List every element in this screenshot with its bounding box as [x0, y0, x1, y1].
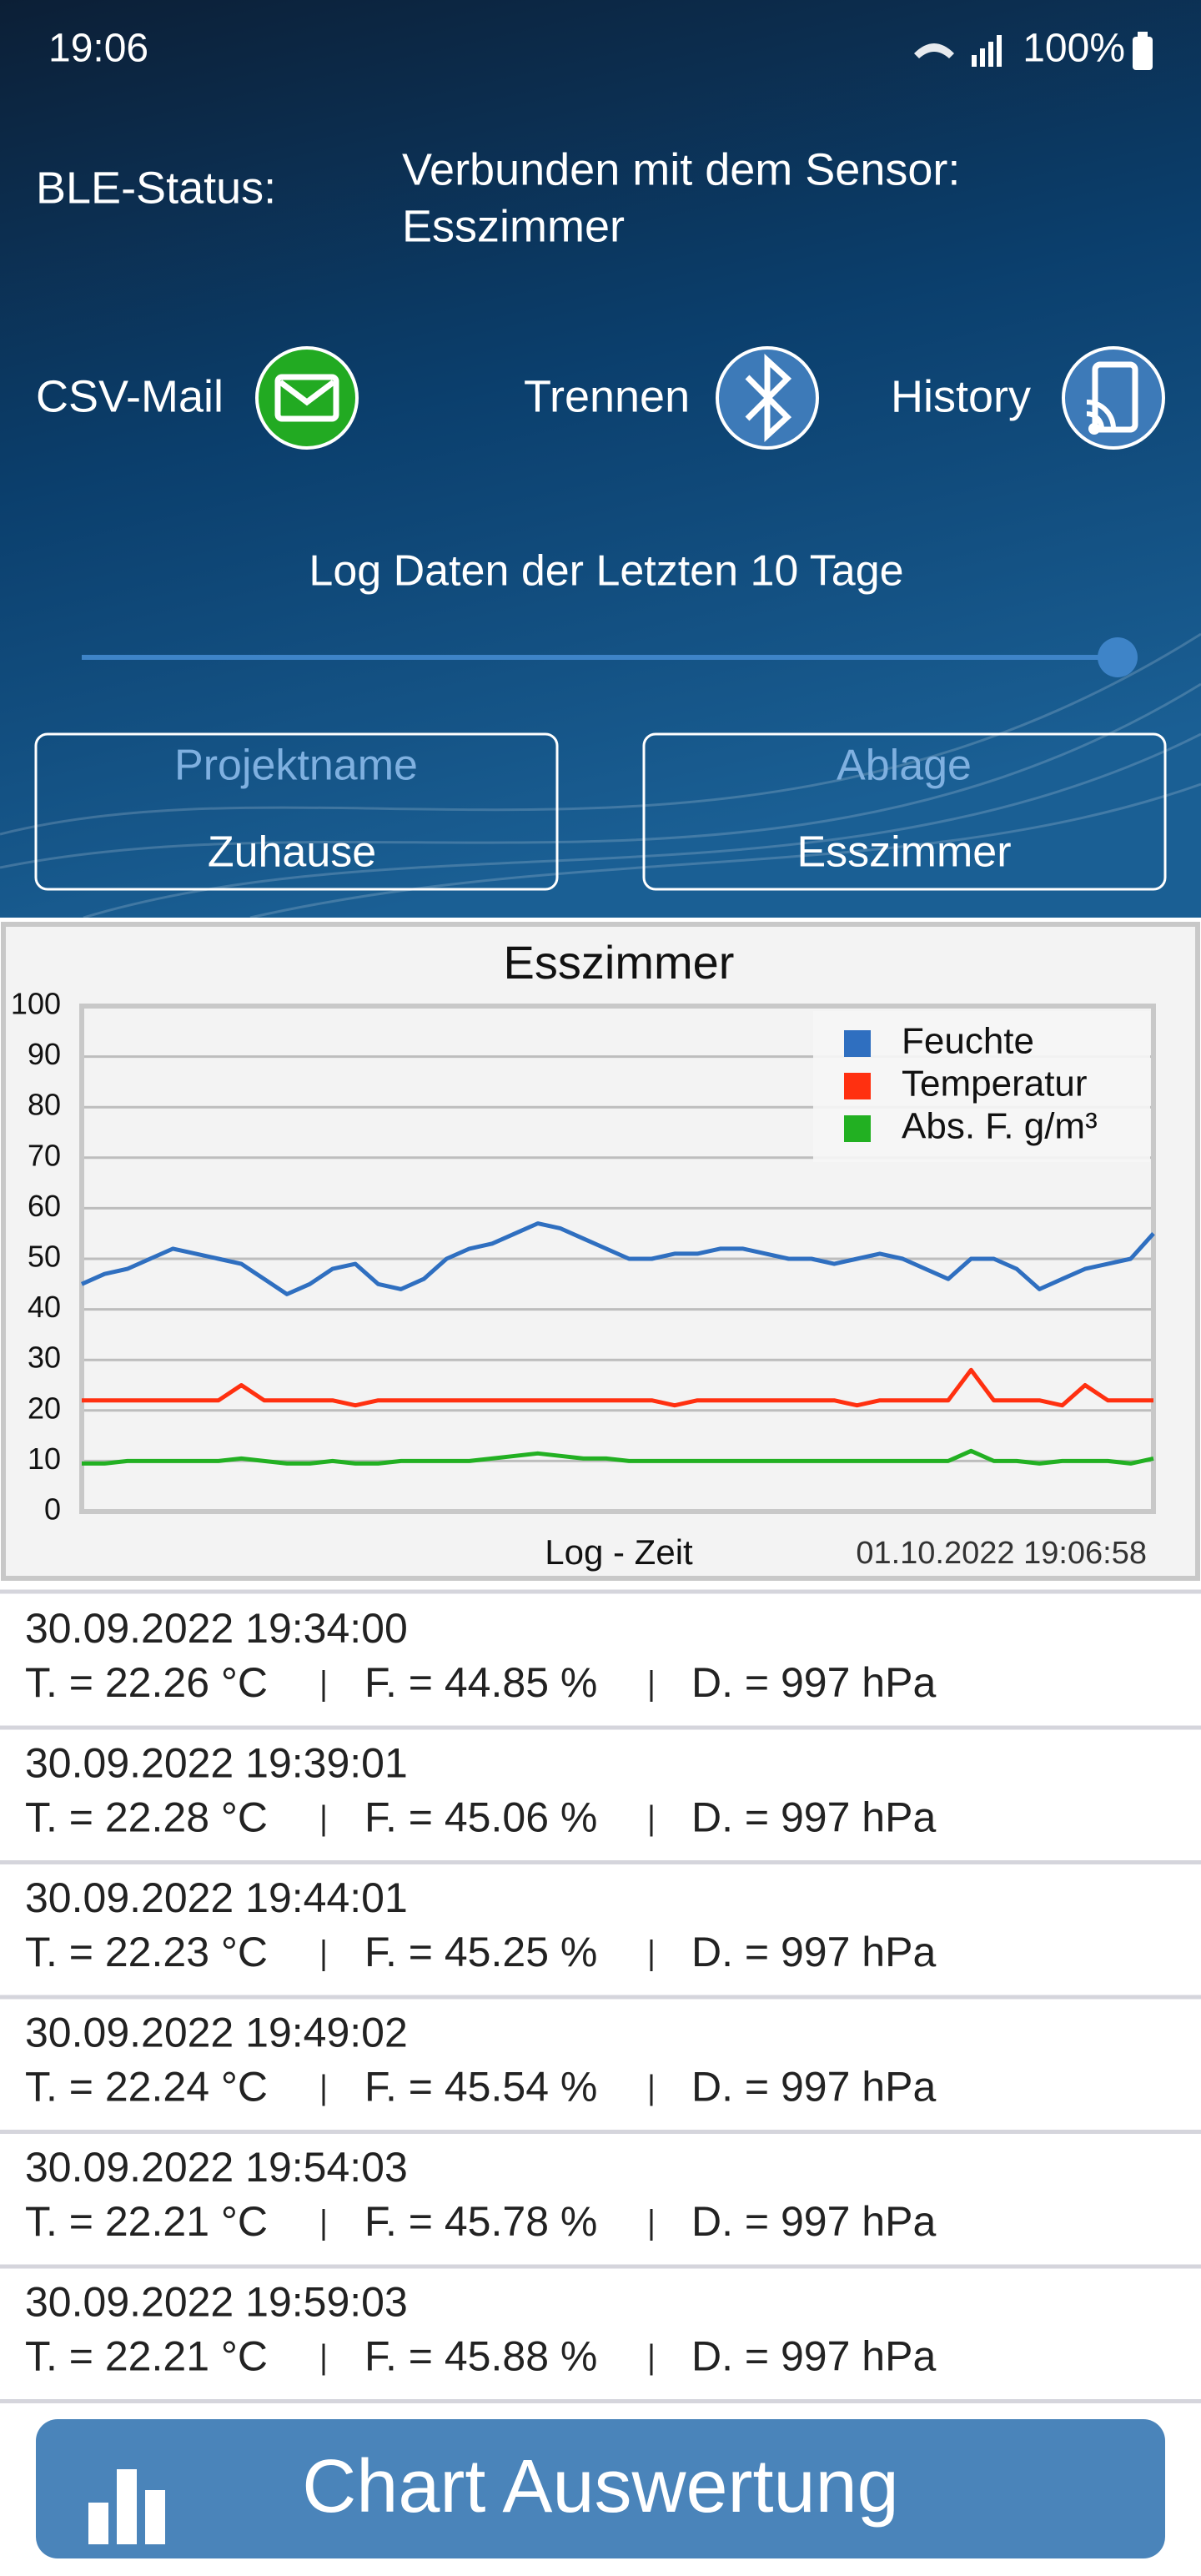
- field-label: Projektname: [174, 742, 418, 790]
- entry-humidity: F. = 45.25 %: [364, 1929, 597, 1975]
- csv-mail-button[interactable]: [255, 346, 359, 450]
- disconnect-button[interactable]: [716, 346, 819, 450]
- ble-status: Esszimmer: [402, 201, 625, 251]
- entry-time: 30.09.2022 19:39:01: [25, 1740, 408, 1787]
- entry-pressure: D. = 997 hPa: [691, 2198, 936, 2245]
- y-tick-label: 30: [28, 1341, 61, 1375]
- status-battery: 100%: [1023, 27, 1125, 71]
- y-tick-label: 60: [28, 1189, 61, 1223]
- project-field[interactable]: [34, 732, 559, 891]
- line-series: [80, 1221, 1155, 1296]
- history-button[interactable]: [1062, 346, 1165, 450]
- entry-humidity: F. = 45.78 %: [364, 2198, 597, 2245]
- legend-swatch: [844, 1115, 871, 1142]
- location-field[interactable]: [642, 732, 1167, 891]
- entry-humidity: F. = 44.85 %: [364, 1659, 597, 1706]
- entry-temperature: T. = 22.26 °C: [25, 1659, 268, 1706]
- entry-temperature: T. = 22.21 °C: [25, 2333, 268, 2380]
- header-background: [0, 0, 1201, 918]
- chart: 0 10 20 30 40 50 60 70 80 90 100 FeuchteTemperaturA…: [11, 987, 1156, 1527]
- ble-label: BLE-Status:: [36, 163, 276, 213]
- entry-temperature: T. = 22.28 °C: [25, 1794, 268, 1841]
- y-tick-label: 0: [44, 1492, 61, 1527]
- legend-label: Temperatur: [902, 1064, 1088, 1104]
- field-value: Zuhause: [208, 828, 376, 877]
- entry-temperature: T. = 22.23 °C: [25, 1929, 268, 1975]
- entry-temperature: T. = 22.21 °C: [25, 2198, 268, 2245]
- x-axis-label: Log - Zeit: [545, 1532, 693, 1572]
- csv-mail-label[interactable]: CSV-Mail: [36, 371, 224, 421]
- entry-humidity: F. = 45.88 %: [364, 2333, 597, 2380]
- y-tick-label: 40: [28, 1290, 61, 1324]
- y-tick-label: 70: [28, 1138, 61, 1172]
- chart-button-label[interactable]: Chart Auswertung: [302, 2445, 898, 2528]
- entry-time: 30.09.2022 19:34:00: [25, 1605, 408, 1652]
- status-icons: [914, 32, 1153, 70]
- log-range-label: Log Daten der Letzten 10 Tage: [309, 547, 903, 596]
- entry-pressure: D. = 997 hPa: [691, 2333, 936, 2380]
- chart-title: Esszimmer: [504, 936, 735, 989]
- chart-button[interactable]: Chart Auswertung: [36, 2419, 1165, 2558]
- legend-label: Feuchte: [902, 1021, 1034, 1062]
- entry-humidity: F. = 45.06 %: [364, 1794, 597, 1841]
- line-series: [82, 1448, 1154, 1466]
- y-tick-label: 10: [28, 1441, 61, 1476]
- entry-pressure: D. = 997 hPa: [691, 1929, 936, 1975]
- y-tick-label: 90: [28, 1037, 61, 1071]
- entry-temperature: T. = 22.24 °C: [25, 2064, 268, 2111]
- entry-pressure: D. = 997 hPa: [691, 1659, 936, 1706]
- entry-pressure: D. = 997 hPa: [691, 2064, 936, 2111]
- entry-time: 30.09.2022 19:44:01: [25, 1874, 408, 1921]
- history-label[interactable]: History: [891, 371, 1031, 421]
- field-label: Ablage: [837, 742, 972, 790]
- status-time: 19:06: [48, 27, 148, 71]
- entry-time: 30.09.2022 19:49:02: [25, 2010, 408, 2056]
- field-value: Esszimmer: [796, 828, 1011, 877]
- chart-annotation: 01.10.2022 19:06:58: [856, 1536, 1147, 1571]
- disconnect-label[interactable]: Trennen: [524, 371, 690, 421]
- legend-label: Abs. F. g/m³: [902, 1106, 1098, 1147]
- plot-border: [79, 1004, 1156, 1514]
- log-list: 30.09.2022 19:34:00 T. = 22.26 °C F. = 44.…: [0, 1589, 1201, 2403]
- y-tick-label: 50: [28, 1240, 61, 1274]
- line-series: [82, 1367, 1153, 1408]
- legend-swatch: [844, 1073, 871, 1099]
- entry-time: 30.09.2022 19:59:03: [25, 2279, 408, 2326]
- entry-pressure: D. = 997 hPa: [691, 1794, 936, 1841]
- legend-swatch: [844, 1030, 871, 1057]
- y-tick-label: 100: [11, 987, 61, 1021]
- ble-status: Verbunden mit dem Sensor:: [402, 144, 960, 194]
- entry-time: 30.09.2022 19:54:03: [25, 2144, 408, 2191]
- y-tick-label: 20: [28, 1391, 61, 1425]
- y-tick-label: 80: [28, 1088, 61, 1122]
- slider-knob[interactable]: [1098, 637, 1138, 677]
- entry-humidity: F. = 45.54 %: [364, 2064, 597, 2111]
